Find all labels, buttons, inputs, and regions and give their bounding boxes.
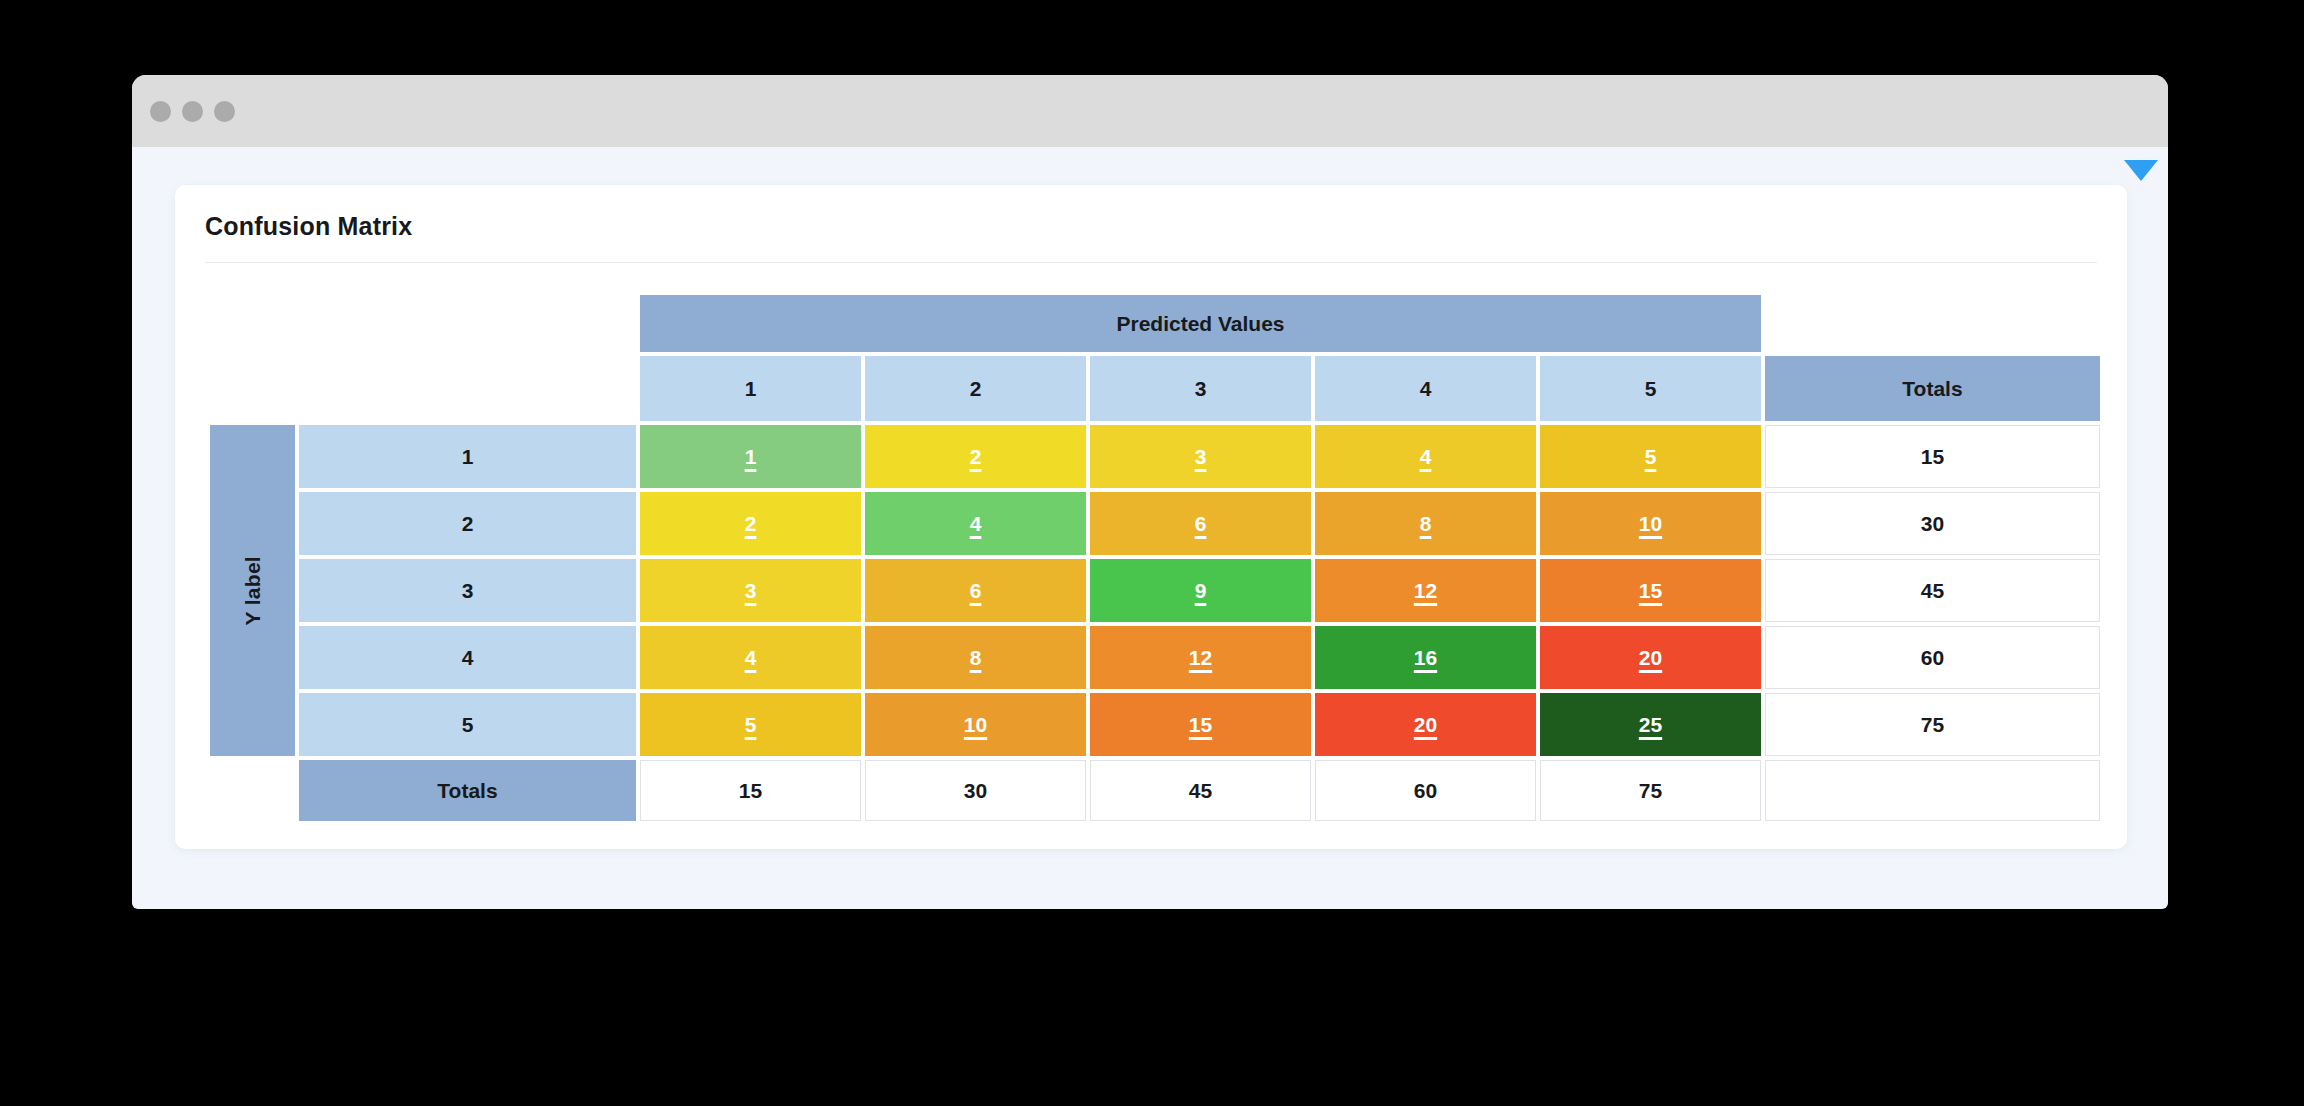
matrix-cell-r2-c4[interactable]: 8	[1315, 492, 1536, 555]
totals-column-header: Totals	[1765, 356, 2100, 421]
row-header-2: 2	[299, 492, 636, 555]
matrix-cell-r3-c5[interactable]: 15	[1540, 559, 1761, 622]
matrix-cell-r4-c4[interactable]: 16	[1315, 626, 1536, 689]
y-axis-header: Y label	[210, 425, 295, 756]
matrix-cell-r3-c4[interactable]: 12	[1315, 559, 1536, 622]
row-total-4: 60	[1765, 626, 2100, 689]
grand-total-cell	[1765, 760, 2100, 821]
window-control-dot-1[interactable]	[150, 101, 171, 122]
matrix-cell-r4-c3[interactable]: 12	[1090, 626, 1311, 689]
matrix-cell-r2-c2[interactable]: 4	[865, 492, 1086, 555]
matrix-cell-r1-c2[interactable]: 2	[865, 425, 1086, 488]
col-header-5: 5	[1540, 356, 1761, 421]
matrix-cell-r5-c2[interactable]: 10	[865, 693, 1086, 756]
matrix-cell-r4-c1[interactable]: 4	[640, 626, 861, 689]
divider	[205, 262, 2097, 263]
col-header-4: 4	[1315, 356, 1536, 421]
col-header-2: 2	[865, 356, 1086, 421]
row-header-3: 3	[299, 559, 636, 622]
x-axis-header: Predicted Values	[640, 295, 1761, 352]
col-total-4: 60	[1315, 760, 1536, 821]
row-header-5: 5	[299, 693, 636, 756]
matrix-cell-r5-c4[interactable]: 20	[1315, 693, 1536, 756]
matrix-cell-r5-c1[interactable]: 5	[640, 693, 861, 756]
matrix-cell-r1-c5[interactable]: 5	[1540, 425, 1761, 488]
matrix-cell-r1-c3[interactable]: 3	[1090, 425, 1311, 488]
app-window: Confusion Matrix Predicted Values 1 2 3 …	[132, 75, 2168, 909]
row-total-3: 45	[1765, 559, 2100, 622]
matrix-cell-r3-c1[interactable]: 3	[640, 559, 861, 622]
window-control-dot-3[interactable]	[214, 101, 235, 122]
matrix-cell-r1-c4[interactable]: 4	[1315, 425, 1536, 488]
row-total-1: 15	[1765, 425, 2100, 488]
matrix-cell-r5-c3[interactable]: 15	[1090, 693, 1311, 756]
matrix-cell-r1-c1[interactable]: 1	[640, 425, 861, 488]
desktop-background: Confusion Matrix Predicted Values 1 2 3 …	[0, 0, 2304, 1106]
col-total-5: 75	[1540, 760, 1761, 821]
col-header-3: 3	[1090, 356, 1311, 421]
matrix-cell-r2-c5[interactable]: 10	[1540, 492, 1761, 555]
dropdown-arrow-icon[interactable]	[2124, 160, 2158, 181]
window-control-dot-2[interactable]	[182, 101, 203, 122]
col-total-1: 15	[640, 760, 861, 821]
row-header-1: 1	[299, 425, 636, 488]
matrix-cell-r4-c2[interactable]: 8	[865, 626, 1086, 689]
y-axis-header-label: Y label	[241, 556, 265, 625]
matrix-cell-r4-c5[interactable]: 20	[1540, 626, 1761, 689]
row-total-5: 75	[1765, 693, 2100, 756]
matrix-cell-r3-c2[interactable]: 6	[865, 559, 1086, 622]
row-header-4: 4	[299, 626, 636, 689]
window-titlebar	[132, 75, 2168, 147]
totals-row-header: Totals	[299, 760, 636, 821]
col-header-1: 1	[640, 356, 861, 421]
confusion-matrix-table: Predicted Values 1 2 3 4 5 Totals Y labe…	[210, 295, 2100, 821]
col-total-3: 45	[1090, 760, 1311, 821]
matrix-cell-r2-c3[interactable]: 6	[1090, 492, 1311, 555]
row-total-2: 30	[1765, 492, 2100, 555]
matrix-cell-r5-c5[interactable]: 25	[1540, 693, 1761, 756]
col-total-2: 30	[865, 760, 1086, 821]
confusion-matrix-panel: Confusion Matrix Predicted Values 1 2 3 …	[175, 185, 2127, 849]
matrix-cell-r3-c3[interactable]: 9	[1090, 559, 1311, 622]
panel-title: Confusion Matrix	[205, 212, 2127, 241]
matrix-cell-r2-c1[interactable]: 2	[640, 492, 861, 555]
